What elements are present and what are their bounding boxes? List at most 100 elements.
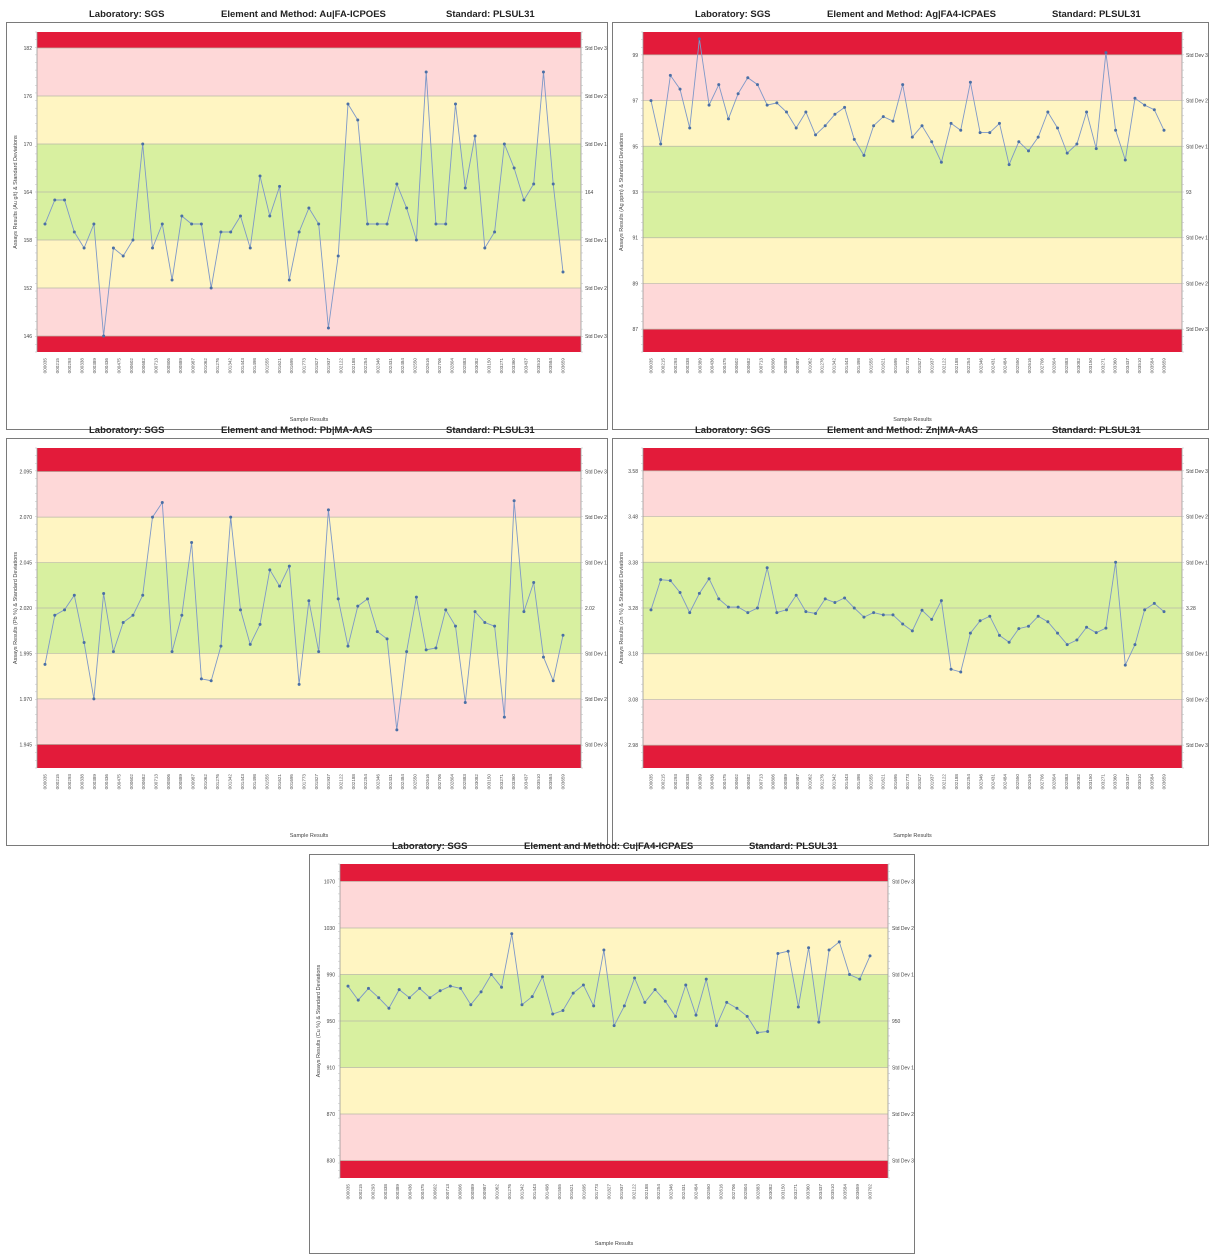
data-point [307, 599, 311, 603]
data-point [522, 198, 526, 202]
chart-panel-1: Laboratory: SGS Element and Method: Au|FA… [6, 6, 608, 430]
x-tick-label: 003584 [548, 774, 553, 790]
data-point [444, 608, 448, 612]
x-tick-label: 001621 [881, 774, 886, 790]
chart-frame: 2.98 3.08 3.18 3.28 3.38 3.48 3.58 Std Dev 3 Std… [612, 438, 1209, 846]
data-point [843, 596, 847, 600]
x-tick-label: 003510 [1137, 358, 1142, 374]
x-tick-label: 001443 [844, 358, 849, 374]
chart-header: Laboratory: SGS Element and Method: Cu|FA… [309, 838, 915, 854]
data-point [385, 222, 389, 226]
data-point [833, 112, 837, 116]
x-tick-label: 000293 [673, 774, 678, 790]
x-tick-label: 002122 [339, 358, 344, 374]
x-tick-label: 000389 [92, 774, 97, 790]
x-tick-label: 000682 [141, 358, 146, 374]
data-point [346, 984, 350, 988]
data-point [317, 222, 321, 226]
data-point [1026, 624, 1030, 628]
laboratory-label: Laboratory: SGS [695, 9, 771, 20]
x-tick-label: 000889 [178, 774, 183, 790]
y-axis-title: Assays Results (Au g/t) & Standard Devia… [13, 135, 19, 249]
data-point [111, 246, 115, 250]
x-tick-label: 000602 [734, 358, 739, 374]
data-point [395, 728, 399, 732]
x-tick-label: 002484 [1003, 358, 1008, 374]
data-point [785, 608, 789, 612]
data-point [1143, 103, 1147, 107]
data-point [287, 278, 291, 282]
data-point [949, 121, 953, 125]
x-tick-label: 002346 [669, 1184, 674, 1200]
data-point [1143, 608, 1147, 612]
x-tick-label: 001342 [228, 774, 233, 790]
data-point [356, 998, 360, 1002]
x-tick-label: 002616 [1027, 358, 1032, 374]
band-sd2-sd3-upper [643, 470, 1182, 517]
data-point [229, 515, 233, 519]
data-point [356, 604, 360, 608]
x-tick-label: 001695 [289, 774, 294, 790]
x-tick-label: 003150 [1088, 358, 1093, 374]
data-point [258, 174, 262, 178]
data-point [833, 601, 837, 605]
data-point [248, 246, 252, 250]
x-tick-label: 000293 [67, 774, 72, 790]
x-tick-label: 001342 [832, 774, 837, 790]
x-tick-label: 001062 [203, 774, 208, 790]
data-point [920, 124, 924, 128]
x-tick-label: 003150 [487, 774, 492, 790]
data-point [786, 949, 790, 953]
data-point [1152, 108, 1156, 112]
data-point [1162, 128, 1166, 132]
data-point [111, 650, 115, 654]
y-tick-label: 95 [632, 144, 638, 150]
x-tick-label: 001937 [619, 1184, 624, 1200]
data-point [1017, 627, 1021, 631]
x-tick-label: 002254 [363, 774, 368, 790]
data-point [1017, 140, 1021, 144]
sd-label: 93 [1186, 190, 1192, 196]
data-point [278, 184, 282, 188]
x-tick-label: 003360 [805, 1184, 810, 1200]
data-point [53, 198, 57, 202]
x-tick-label: 000035 [649, 774, 654, 790]
data-point [649, 608, 653, 612]
element-method-label: Element and Method: Zn|MA-AAS [827, 425, 978, 436]
x-tick-label: 001555 [557, 1184, 562, 1200]
x-tick-label: 001276 [820, 774, 825, 790]
chart-frame: 1.945 1.970 1.995 2.020 2.045 2.070 2.095 Std D… [6, 438, 608, 846]
data-point [659, 578, 663, 582]
x-tick-label: 001062 [807, 774, 812, 790]
data-point [668, 73, 672, 77]
data-point [438, 989, 442, 993]
x-tick-label: 003510 [536, 358, 541, 374]
x-tick-label: 002550 [1015, 774, 1020, 790]
data-point [1075, 142, 1079, 146]
data-point [336, 254, 340, 258]
x-tick-label: 000682 [746, 774, 751, 790]
y-tick-label: 3.08 [628, 697, 638, 703]
laboratory-label: Laboratory: SGS [89, 9, 165, 20]
data-point [843, 105, 847, 109]
x-tick-label: 003659 [561, 774, 566, 790]
standard-label: Standard: PLSUL31 [446, 9, 535, 20]
data-point [493, 624, 497, 628]
data-point [512, 499, 516, 503]
x-tick-label: 001062 [495, 1184, 500, 1200]
x-tick-label: 000215 [661, 358, 666, 374]
x-tick-label: 002122 [631, 1184, 636, 1200]
sd-label: 3.28 [1186, 606, 1196, 612]
x-tick-label: 003150 [781, 1184, 786, 1200]
x-tick-label: 002188 [954, 774, 959, 790]
data-point [678, 590, 682, 594]
data-point [530, 995, 534, 999]
sd-label: Std Dev 1 [1186, 144, 1208, 150]
x-tick-label: 000987 [191, 358, 196, 374]
data-point [775, 101, 779, 105]
data-point [1152, 601, 1156, 605]
x-tick-label: 001827 [314, 358, 319, 374]
x-tick-label: 002254 [363, 358, 368, 374]
data-point [356, 118, 360, 122]
x-tick-label: 002431 [681, 1184, 686, 1200]
